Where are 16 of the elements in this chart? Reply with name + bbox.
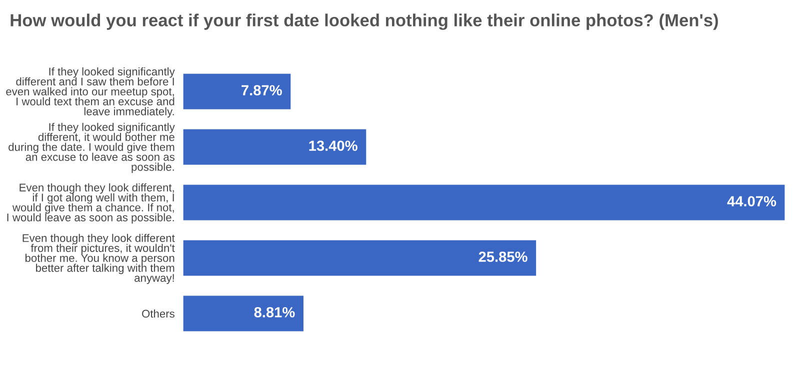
y-tick-label: If they looked significantly different, it would bother me during the date. I would give them an excuse to leave as soon as possible. bbox=[8, 122, 175, 174]
bar bbox=[183, 296, 304, 332]
chart-title: How would you react if your first date looked nothing like their online photos? (Men's) bbox=[10, 14, 718, 30]
bar bbox=[183, 74, 291, 110]
y-tick-label: Others bbox=[142, 309, 174, 318]
data-label: 7.87% bbox=[242, 85, 282, 96]
bar bbox=[183, 184, 785, 220]
data-label: 8.81% bbox=[254, 307, 295, 318]
y-tick-label: If they looked significantly different and I saw them before I even walked into our meetup spot, I would text them an excuse and leave immediately. bbox=[6, 67, 175, 118]
bar bbox=[183, 129, 366, 165]
y-tick-label: Even though they look different from their pictures, it wouldn't bother me. You know a person better after talking with them anyway! bbox=[22, 234, 175, 284]
data-label: 25.85% bbox=[478, 252, 528, 262]
bar bbox=[183, 240, 536, 276]
data-label: 44.07% bbox=[727, 196, 776, 206]
y-tick-label: Even though they look different, if I got along well with them, I would give them a chance. If not, I would leave as soon as possible. bbox=[7, 183, 174, 224]
data-label: 13.40% bbox=[309, 140, 358, 151]
